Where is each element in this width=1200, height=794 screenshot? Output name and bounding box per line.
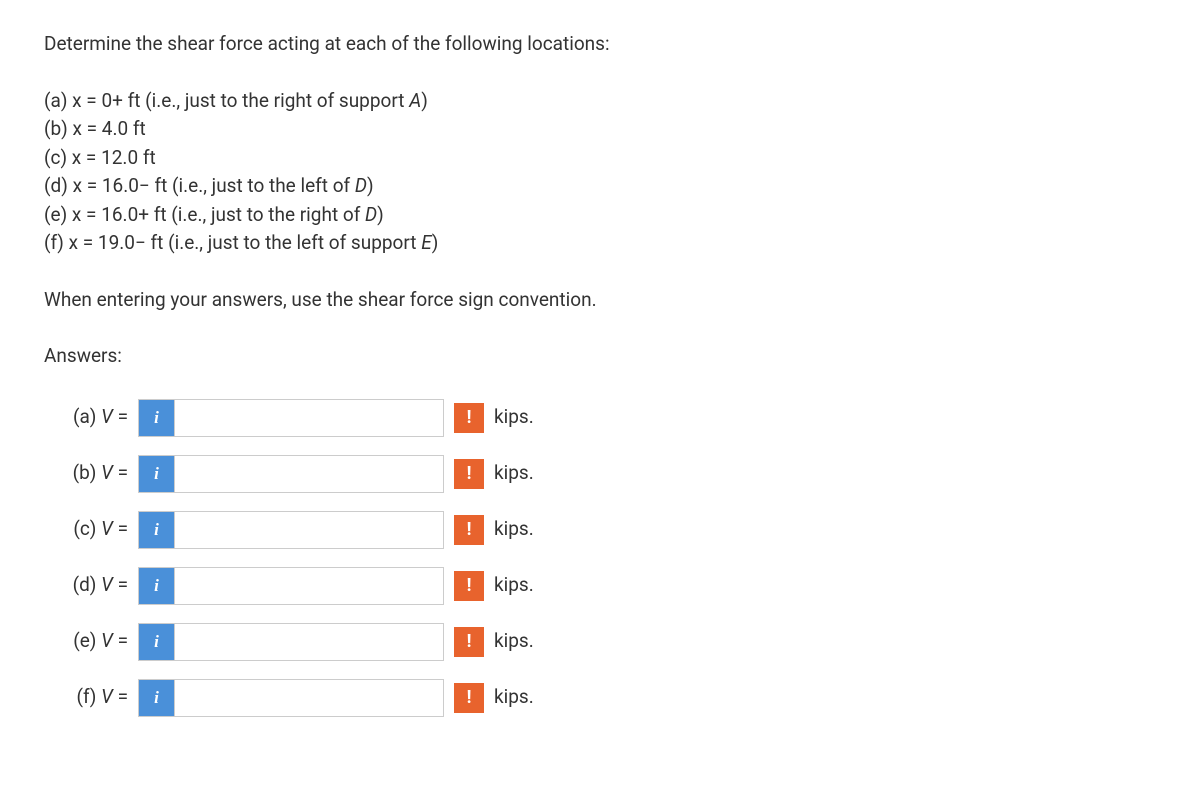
instruction-text: When entering your answers, use the shea… <box>44 286 1156 315</box>
info-icon[interactable]: i <box>139 680 175 716</box>
answer-label: (e) V = <box>44 627 138 656</box>
location-item: (a) x = 0+ ft (i.e., just to the right o… <box>44 87 1156 116</box>
answer-row-b: (b) V = i ! kips. <box>44 455 1156 493</box>
answer-input-d[interactable] <box>175 568 443 604</box>
answer-label: (a) V = <box>44 403 138 432</box>
answer-input-f[interactable] <box>175 680 443 716</box>
answer-input-e[interactable] <box>175 624 443 660</box>
info-icon[interactable]: i <box>139 512 175 548</box>
info-icon[interactable]: i <box>139 568 175 604</box>
answer-input-wrapper: i <box>138 399 444 437</box>
info-icon[interactable]: i <box>139 624 175 660</box>
question-text: Determine the shear force acting at each… <box>44 30 1156 59</box>
answer-row-f: (f) V = i ! kips. <box>44 679 1156 717</box>
locations-list: (a) x = 0+ ft (i.e., just to the right o… <box>44 87 1156 258</box>
unit-label: kips. <box>494 627 534 656</box>
answer-input-wrapper: i <box>138 455 444 493</box>
warning-icon: ! <box>454 627 484 657</box>
warning-icon: ! <box>454 571 484 601</box>
location-item: (f) x = 19.0− ft (i.e., just to the left… <box>44 229 1156 258</box>
answer-label: (c) V = <box>44 515 138 544</box>
info-icon[interactable]: i <box>139 456 175 492</box>
answer-input-wrapper: i <box>138 623 444 661</box>
unit-label: kips. <box>494 403 534 432</box>
answer-input-wrapper: i <box>138 511 444 549</box>
unit-label: kips. <box>494 515 534 544</box>
location-item: (c) x = 12.0 ft <box>44 144 1156 173</box>
answer-input-wrapper: i <box>138 679 444 717</box>
warning-icon: ! <box>454 515 484 545</box>
answer-row-e: (e) V = i ! kips. <box>44 623 1156 661</box>
warning-icon: ! <box>454 459 484 489</box>
answers-list: (a) V = i ! kips. (b) V = i ! kips. (c) … <box>44 399 1156 717</box>
answer-row-d: (d) V = i ! kips. <box>44 567 1156 605</box>
answer-input-a[interactable] <box>175 400 443 436</box>
answer-row-a: (a) V = i ! kips. <box>44 399 1156 437</box>
unit-label: kips. <box>494 459 534 488</box>
unit-label: kips. <box>494 571 534 600</box>
answer-input-c[interactable] <box>175 512 443 548</box>
answer-label: (f) V = <box>44 683 138 712</box>
location-item: (e) x = 16.0+ ft (i.e., just to the righ… <box>44 201 1156 230</box>
unit-label: kips. <box>494 683 534 712</box>
location-item: (b) x = 4.0 ft <box>44 115 1156 144</box>
info-icon[interactable]: i <box>139 400 175 436</box>
answers-heading: Answers: <box>44 342 1156 371</box>
warning-icon: ! <box>454 683 484 713</box>
warning-icon: ! <box>454 403 484 433</box>
answer-input-wrapper: i <box>138 567 444 605</box>
location-item: (d) x = 16.0− ft (i.e., just to the left… <box>44 172 1156 201</box>
answer-input-b[interactable] <box>175 456 443 492</box>
answer-label: (d) V = <box>44 571 138 600</box>
answer-row-c: (c) V = i ! kips. <box>44 511 1156 549</box>
answer-label: (b) V = <box>44 459 138 488</box>
